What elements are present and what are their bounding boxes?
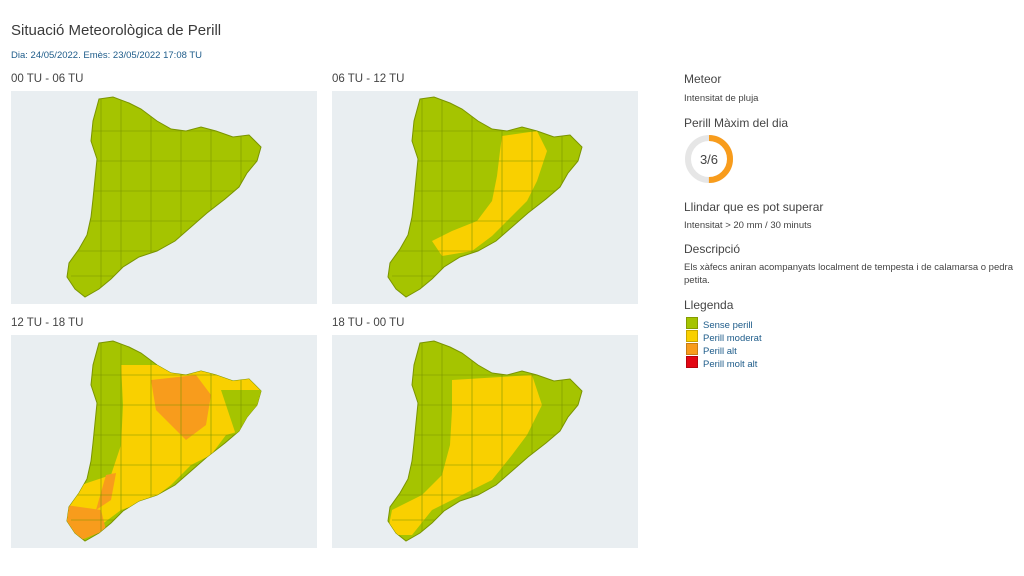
legend-swatch [686,317,698,329]
threshold-heading: Llindar que es pot superar [684,200,824,214]
description-heading: Descripció [684,242,741,256]
issue-info: Dia: 24/05/2022. Emès: 23/05/2022 17:08 … [11,50,203,61]
catalonia-map-4 [387,340,583,542]
legend-item-moderate: Perill moderat [686,330,762,344]
legend-swatch [686,343,698,355]
meteor-value: Intensitat de pluja [684,93,759,104]
gauge-arc [685,135,733,183]
legend-label: Perill alt [703,346,737,357]
legend-heading: Llegenda [684,298,734,312]
legend-label: Sense perill [703,320,753,331]
panel-label-4: 18 TU - 00 TU [332,317,405,329]
map-panel-4[interactable] [332,335,638,548]
catalonia-map-2 [387,96,583,298]
map-panel-3[interactable] [11,335,317,548]
catalonia-map-3 [66,340,262,542]
legend-swatch [686,356,698,368]
legend-item-high: Perill alt [686,343,737,357]
max-danger-gauge: 3/6 [684,134,734,184]
map-panel-1[interactable] [11,91,317,304]
legend-swatch [686,330,698,342]
legend-item-none: Sense perill [686,317,753,331]
legend-item-very-high: Perill molt alt [686,356,757,370]
panel-label-3: 12 TU - 18 TU [11,317,84,329]
page-title: Situació Meteorològica de Perill [11,22,222,39]
legend-label: Perill molt alt [703,359,758,370]
meteor-heading: Meteor [684,72,722,86]
description-text: Els xàfecs aniran acompanyats localment … [684,262,1013,286]
map-panel-2[interactable] [332,91,638,304]
gauge-value: 3/6 [700,152,718,167]
panel-label-1: 00 TU - 06 TU [11,73,84,85]
max-danger-heading: Perill Màxim del dia [684,116,789,130]
legend-label: Perill moderat [703,333,762,344]
catalonia-map-1 [66,96,262,298]
threshold-value: Intensitat > 20 mm / 30 minuts [684,220,812,231]
panel-label-2: 06 TU - 12 TU [332,73,405,85]
